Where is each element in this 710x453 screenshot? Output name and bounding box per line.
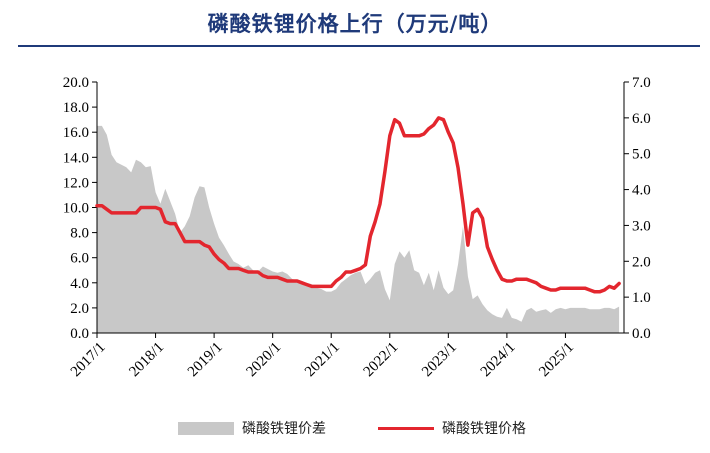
chart-canvas: 0.0 2.0 4.0 6.0 8.0 10.0 12.0 14.0 16.0 18.0 20.0 0… bbox=[63, 75, 651, 380]
legend-swatch-line bbox=[378, 426, 434, 430]
legend: 磷酸铁锂价差 磷酸铁锂价格 bbox=[0, 418, 710, 448]
y-left-tick-label: 4.0 bbox=[70, 276, 89, 292]
series-area-spread bbox=[97, 125, 620, 334]
x-tick-label: 2024/1 bbox=[478, 339, 519, 380]
x-tick-label: 2020/1 bbox=[243, 339, 284, 380]
x-tick-label: 2022/1 bbox=[361, 339, 402, 380]
y-left-tick-label: 20.0 bbox=[63, 75, 89, 91]
y-right-tick-label: 0.0 bbox=[632, 326, 651, 342]
legend-label-spread: 磷酸铁锂价差 bbox=[242, 421, 326, 437]
legend-label-price: 磷酸铁锂价格 bbox=[442, 421, 526, 437]
y-left-tick-label: 2.0 bbox=[70, 301, 89, 317]
y-left-tick-label: 12.0 bbox=[63, 175, 89, 191]
x-tick-label: 2025/1 bbox=[536, 339, 577, 380]
y-left-tick-label: 18.0 bbox=[63, 100, 89, 116]
y-left-tick-label: 6.0 bbox=[70, 251, 89, 267]
y-right-tick-label: 2.0 bbox=[632, 254, 651, 270]
series-line-price bbox=[95, 116, 621, 294]
x-tick-label: 2019/1 bbox=[185, 339, 226, 380]
legend-item-spread: 磷酸铁锂价差 bbox=[178, 418, 326, 438]
y-right-tick-label: 3.0 bbox=[632, 218, 651, 234]
title-underline bbox=[18, 45, 700, 47]
y-left-tick-label: 16.0 bbox=[63, 125, 89, 141]
y-left-tick-label: 8.0 bbox=[70, 226, 89, 242]
y-right-tick-label: 4.0 bbox=[632, 183, 651, 199]
x-tick-label: 2018/1 bbox=[126, 339, 167, 380]
y-left-tick-label: 0.0 bbox=[70, 326, 89, 342]
y-right-tick-label: 6.0 bbox=[632, 111, 651, 127]
y-left-tick-label: 14.0 bbox=[63, 150, 89, 166]
y-right-tick-label: 5.0 bbox=[632, 147, 651, 163]
x-tick-label: 2023/1 bbox=[419, 339, 460, 380]
legend-swatch-area bbox=[178, 421, 234, 435]
y-right-tick-label: 7.0 bbox=[632, 75, 651, 91]
y-right-tick-label: 1.0 bbox=[632, 290, 651, 306]
y-left-tick-label: 10.0 bbox=[63, 201, 89, 217]
legend-item-price: 磷酸铁锂价格 bbox=[378, 418, 526, 438]
x-tick-label: 2021/1 bbox=[302, 339, 343, 380]
chart-title: 磷酸铁锂价格上行（万元/吨） bbox=[207, 12, 503, 36]
x-tick-label: 2017/1 bbox=[68, 339, 109, 380]
